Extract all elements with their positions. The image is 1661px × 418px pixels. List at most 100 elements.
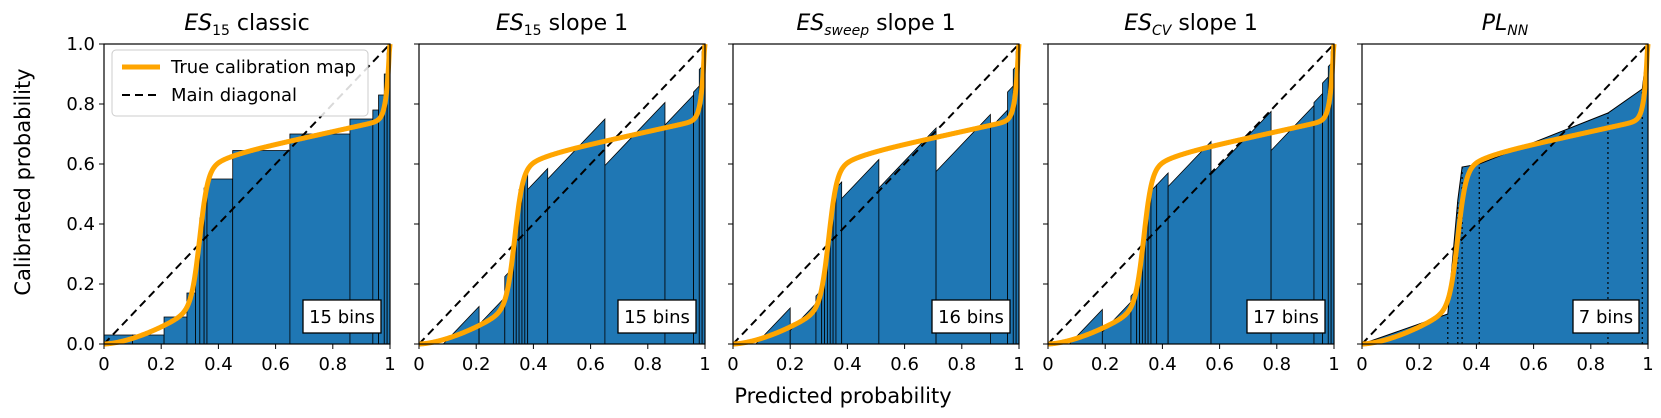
bar xyxy=(835,181,843,344)
bar xyxy=(1156,172,1169,344)
y-tick-label: 0.2 xyxy=(66,274,95,295)
plot-area xyxy=(419,44,705,344)
panel-frame xyxy=(103,43,391,345)
y-axis-label: Calibrated probability xyxy=(11,68,35,295)
x-tick-label: 0.2 xyxy=(776,354,805,375)
bar xyxy=(935,113,991,344)
true-calibration-curve xyxy=(1360,43,1651,347)
title-main: ES xyxy=(1124,11,1152,36)
x-tick-label: 0.4 xyxy=(1148,354,1177,375)
bar xyxy=(206,178,234,344)
bins-label: 16 bins xyxy=(938,307,1004,328)
bar xyxy=(1015,47,1019,344)
y-tick-label: 1.0 xyxy=(66,34,95,55)
x-tick-label: 0.2 xyxy=(1405,354,1434,375)
title-rest: classic xyxy=(230,11,310,36)
bar xyxy=(1210,110,1272,344)
panel-frame xyxy=(1361,43,1649,345)
x-tick-label: 0.4 xyxy=(204,354,233,375)
x-tick-label: 0 xyxy=(727,354,738,375)
x-tick-label: 0.8 xyxy=(318,354,347,375)
bins-label: 17 bins xyxy=(1253,307,1319,328)
panel-title: ESCV slope 1 xyxy=(1124,11,1258,39)
x-tick-label: 0.8 xyxy=(947,354,976,375)
x-tick-label: 1 xyxy=(1642,354,1653,375)
x-tick-label: 0.2 xyxy=(1091,354,1120,375)
y-tick-label: 0.4 xyxy=(66,214,95,235)
x-tick-label: 1 xyxy=(699,354,710,375)
bar xyxy=(1330,47,1334,344)
legend: True calibration map Main diagonal xyxy=(111,49,369,117)
title-rest: slope 1 xyxy=(542,11,629,36)
x-tick-label: 1 xyxy=(384,354,395,375)
panel-title: ES15 classic xyxy=(184,11,310,39)
plot-area xyxy=(1362,44,1648,344)
panel-title: ES15 slope 1 xyxy=(496,11,628,39)
y-tick-label: 0.6 xyxy=(66,154,95,175)
plot-area xyxy=(104,44,390,344)
panel-2: 0 0.2 0.4 0.6 0.8 1 ES15 slope 1 15 bins xyxy=(413,11,710,375)
x-tick-label: 0.2 xyxy=(462,354,491,375)
main-diagonal-line xyxy=(1362,44,1648,344)
title-main: ES xyxy=(184,11,212,36)
title-rest: slope 1 xyxy=(1171,11,1258,36)
x-tick-label: 0.4 xyxy=(519,354,548,375)
bar xyxy=(604,101,666,344)
bins-label: 15 bins xyxy=(309,307,375,328)
bar xyxy=(547,118,606,344)
bar xyxy=(521,179,526,344)
bins-box xyxy=(617,299,697,334)
main-diagonal-line xyxy=(733,44,1019,344)
bins-box xyxy=(1572,299,1640,334)
bar xyxy=(386,52,390,344)
y-tick-label: 0.0 xyxy=(66,334,95,355)
bar xyxy=(841,158,880,344)
legend-true-map-label: True calibration map xyxy=(170,57,356,78)
title-subscript: sweep xyxy=(824,23,869,39)
panel-title: PLNN xyxy=(1482,11,1529,39)
x-tick-label: 0 xyxy=(1042,354,1053,375)
true-calibration-curve xyxy=(417,43,708,347)
x-tick-label: 0.6 xyxy=(576,354,605,375)
title-subscript: 15 xyxy=(524,23,542,39)
x-tick-label: 0.8 xyxy=(1262,354,1291,375)
bins-label: 15 bins xyxy=(624,307,690,328)
piecewise-area xyxy=(1362,44,1648,344)
bar xyxy=(878,127,937,344)
panel-4: 0 0.2 0.4 0.6 0.8 1 ESCV slope 1 17 bins xyxy=(1042,11,1339,375)
y-tick-label: 0.8 xyxy=(66,94,95,115)
title-main: ES xyxy=(496,11,524,36)
x-tick-label: 0.6 xyxy=(890,354,919,375)
bar xyxy=(383,73,388,344)
x-tick-label: 0.8 xyxy=(1576,354,1605,375)
panel-frame xyxy=(418,43,706,345)
bar xyxy=(701,47,705,344)
bins-box xyxy=(931,299,1011,334)
bar xyxy=(527,167,549,344)
plot-area xyxy=(1048,44,1334,344)
x-tick-label: 0.4 xyxy=(1462,354,1491,375)
title-subscript: 15 xyxy=(212,23,230,39)
true-calibration-curve xyxy=(1046,43,1337,347)
bar xyxy=(1167,140,1212,344)
x-tick-label: 0.6 xyxy=(261,354,290,375)
x-tick-label: 0.6 xyxy=(1205,354,1234,375)
panel-3: 0 0.2 0.4 0.6 0.8 1 ESsweep slope 1 16 bins xyxy=(727,11,1024,375)
main-diagonal-line xyxy=(1048,44,1334,344)
panel-frame xyxy=(1047,43,1335,345)
x-tick-label: 1 xyxy=(1013,354,1024,375)
panel-frame xyxy=(732,43,1020,345)
x-tick-label: 0.8 xyxy=(633,354,662,375)
bar xyxy=(1150,184,1158,344)
x-tick-label: 0.4 xyxy=(833,354,862,375)
panel-5: 0 0.2 0.4 0.6 0.8 1 PLNN 7 bins xyxy=(1356,11,1653,375)
bins-box xyxy=(302,299,382,334)
true-calibration-curve xyxy=(731,43,1022,347)
title-rest: slope 1 xyxy=(869,11,956,36)
x-tick-label: 0.6 xyxy=(1519,354,1548,375)
x-tick-label: 1 xyxy=(1328,354,1339,375)
x-tick-label: 0 xyxy=(413,354,424,375)
main-diagonal-line xyxy=(419,44,705,344)
title-main: PL xyxy=(1482,11,1508,36)
